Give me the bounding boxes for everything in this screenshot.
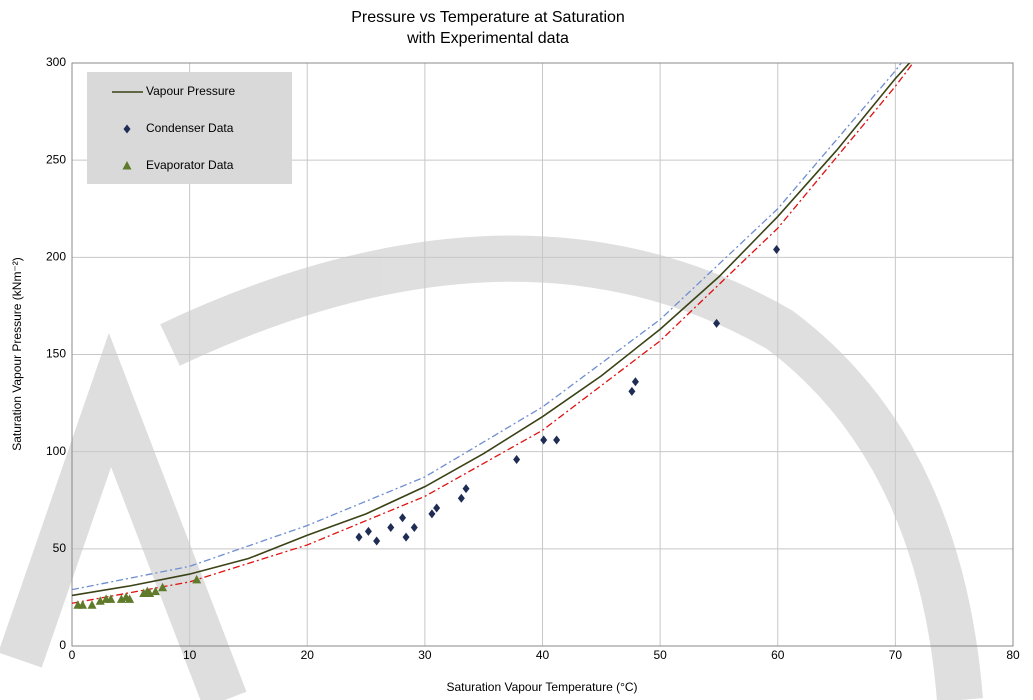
y-tick-label: 200: [46, 250, 66, 264]
watermark-stroke: [160, 235, 983, 700]
diamond-marker: [773, 245, 781, 255]
legend-box: [87, 72, 292, 184]
x-tick-label: 30: [418, 648, 432, 662]
triangle-marker: [78, 600, 88, 609]
triangle-marker: [106, 594, 116, 603]
legend: Vapour Pressure Condenser Data Evaporator …: [87, 72, 292, 184]
legend-label: Evaporator Data: [146, 158, 234, 172]
diamond-marker: [713, 318, 721, 328]
y-tick-label: 100: [46, 444, 66, 458]
legend-label: Condenser Data: [146, 121, 234, 135]
y-tick-label: 0: [59, 638, 66, 652]
series-line: [72, 63, 903, 591]
chart-subtitle: with Experimental data: [406, 30, 569, 47]
diamond-marker: [428, 509, 436, 519]
x-tick-label: 40: [536, 648, 550, 662]
data-layer: [72, 63, 914, 609]
series-line: [72, 63, 911, 597]
y-tick-label: 250: [46, 152, 66, 166]
plot-frame: [71, 62, 1014, 647]
watermark-stroke: [0, 332, 247, 700]
diamond-marker: [399, 513, 407, 523]
x-tick-label: 80: [1006, 648, 1020, 662]
diamond-marker: [410, 522, 418, 532]
y-tick-label: 150: [46, 347, 66, 361]
x-tick-label: 0: [69, 648, 76, 662]
diamond-marker: [462, 484, 470, 494]
triangle-marker: [87, 600, 97, 609]
x-tick-label: 60: [771, 648, 785, 662]
diamond-marker: [457, 493, 465, 503]
x-axis-title: Saturation Vapour Temperature (°C): [446, 680, 637, 694]
diamond-marker: [433, 503, 441, 513]
diamond-marker: [355, 532, 363, 542]
x-tick-label: 20: [301, 648, 315, 662]
y-axis-title: Saturation Vapour Pressure (kNm⁻²): [10, 257, 24, 451]
y-tick-label: 50: [53, 541, 67, 555]
legend-label: Vapour Pressure: [146, 84, 235, 98]
chart-title: Pressure vs Temperature at Saturation: [351, 9, 625, 26]
diamond-marker: [387, 522, 395, 532]
triangle-marker: [158, 582, 168, 592]
diamond-marker: [540, 435, 548, 445]
diamond-marker: [628, 386, 636, 396]
diamond-marker: [373, 536, 381, 546]
triangle-marker: [122, 161, 132, 170]
diamond-marker: [631, 377, 639, 387]
diamond-marker: [553, 435, 561, 445]
series-line: [72, 63, 914, 604]
diamond-marker: [364, 526, 372, 536]
triangle-marker: [125, 594, 135, 603]
watermark: [0, 235, 983, 700]
diamond-marker: [513, 454, 521, 464]
x-tick-label: 10: [183, 648, 197, 662]
y-tick-label: 300: [46, 55, 66, 69]
triangle-marker: [192, 574, 202, 584]
diamond-marker: [123, 124, 131, 134]
diamond-marker: [402, 532, 410, 542]
x-tick-label: 70: [889, 648, 903, 662]
x-tick-label: 50: [653, 648, 667, 662]
triangle-marker: [151, 586, 161, 596]
